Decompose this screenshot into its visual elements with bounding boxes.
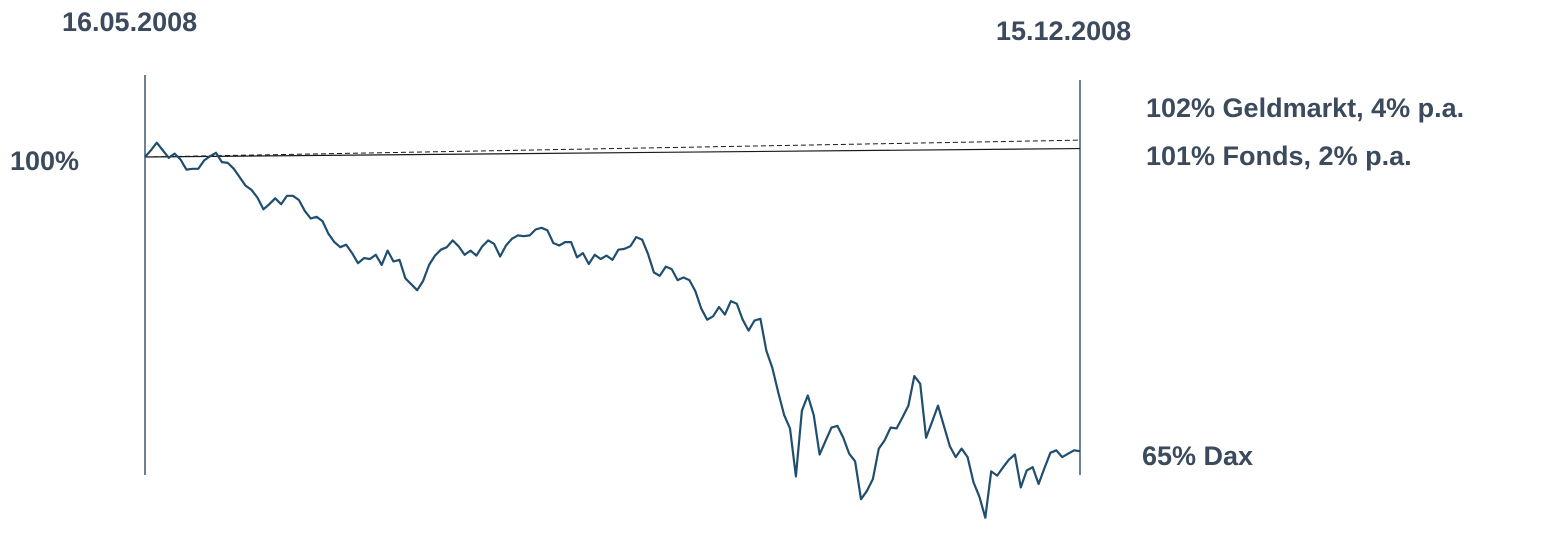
end-date-label: 15.12.2008 (996, 16, 1132, 46)
series-label-fonds: 101% Fonds, 2% p.a. (1146, 141, 1412, 171)
start-date-label: 16.05.2008 (62, 7, 198, 37)
series-line-geldmarkt (144, 139, 1081, 158)
start-value-label: 100% (10, 146, 80, 176)
series-label-geldmarkt: 102% Geldmarkt, 4% p.a. (1146, 93, 1465, 123)
series-label-dax: 65% Dax (1142, 441, 1254, 471)
series-line-dax (144, 141, 1081, 519)
series-line-fonds (144, 147, 1081, 158)
